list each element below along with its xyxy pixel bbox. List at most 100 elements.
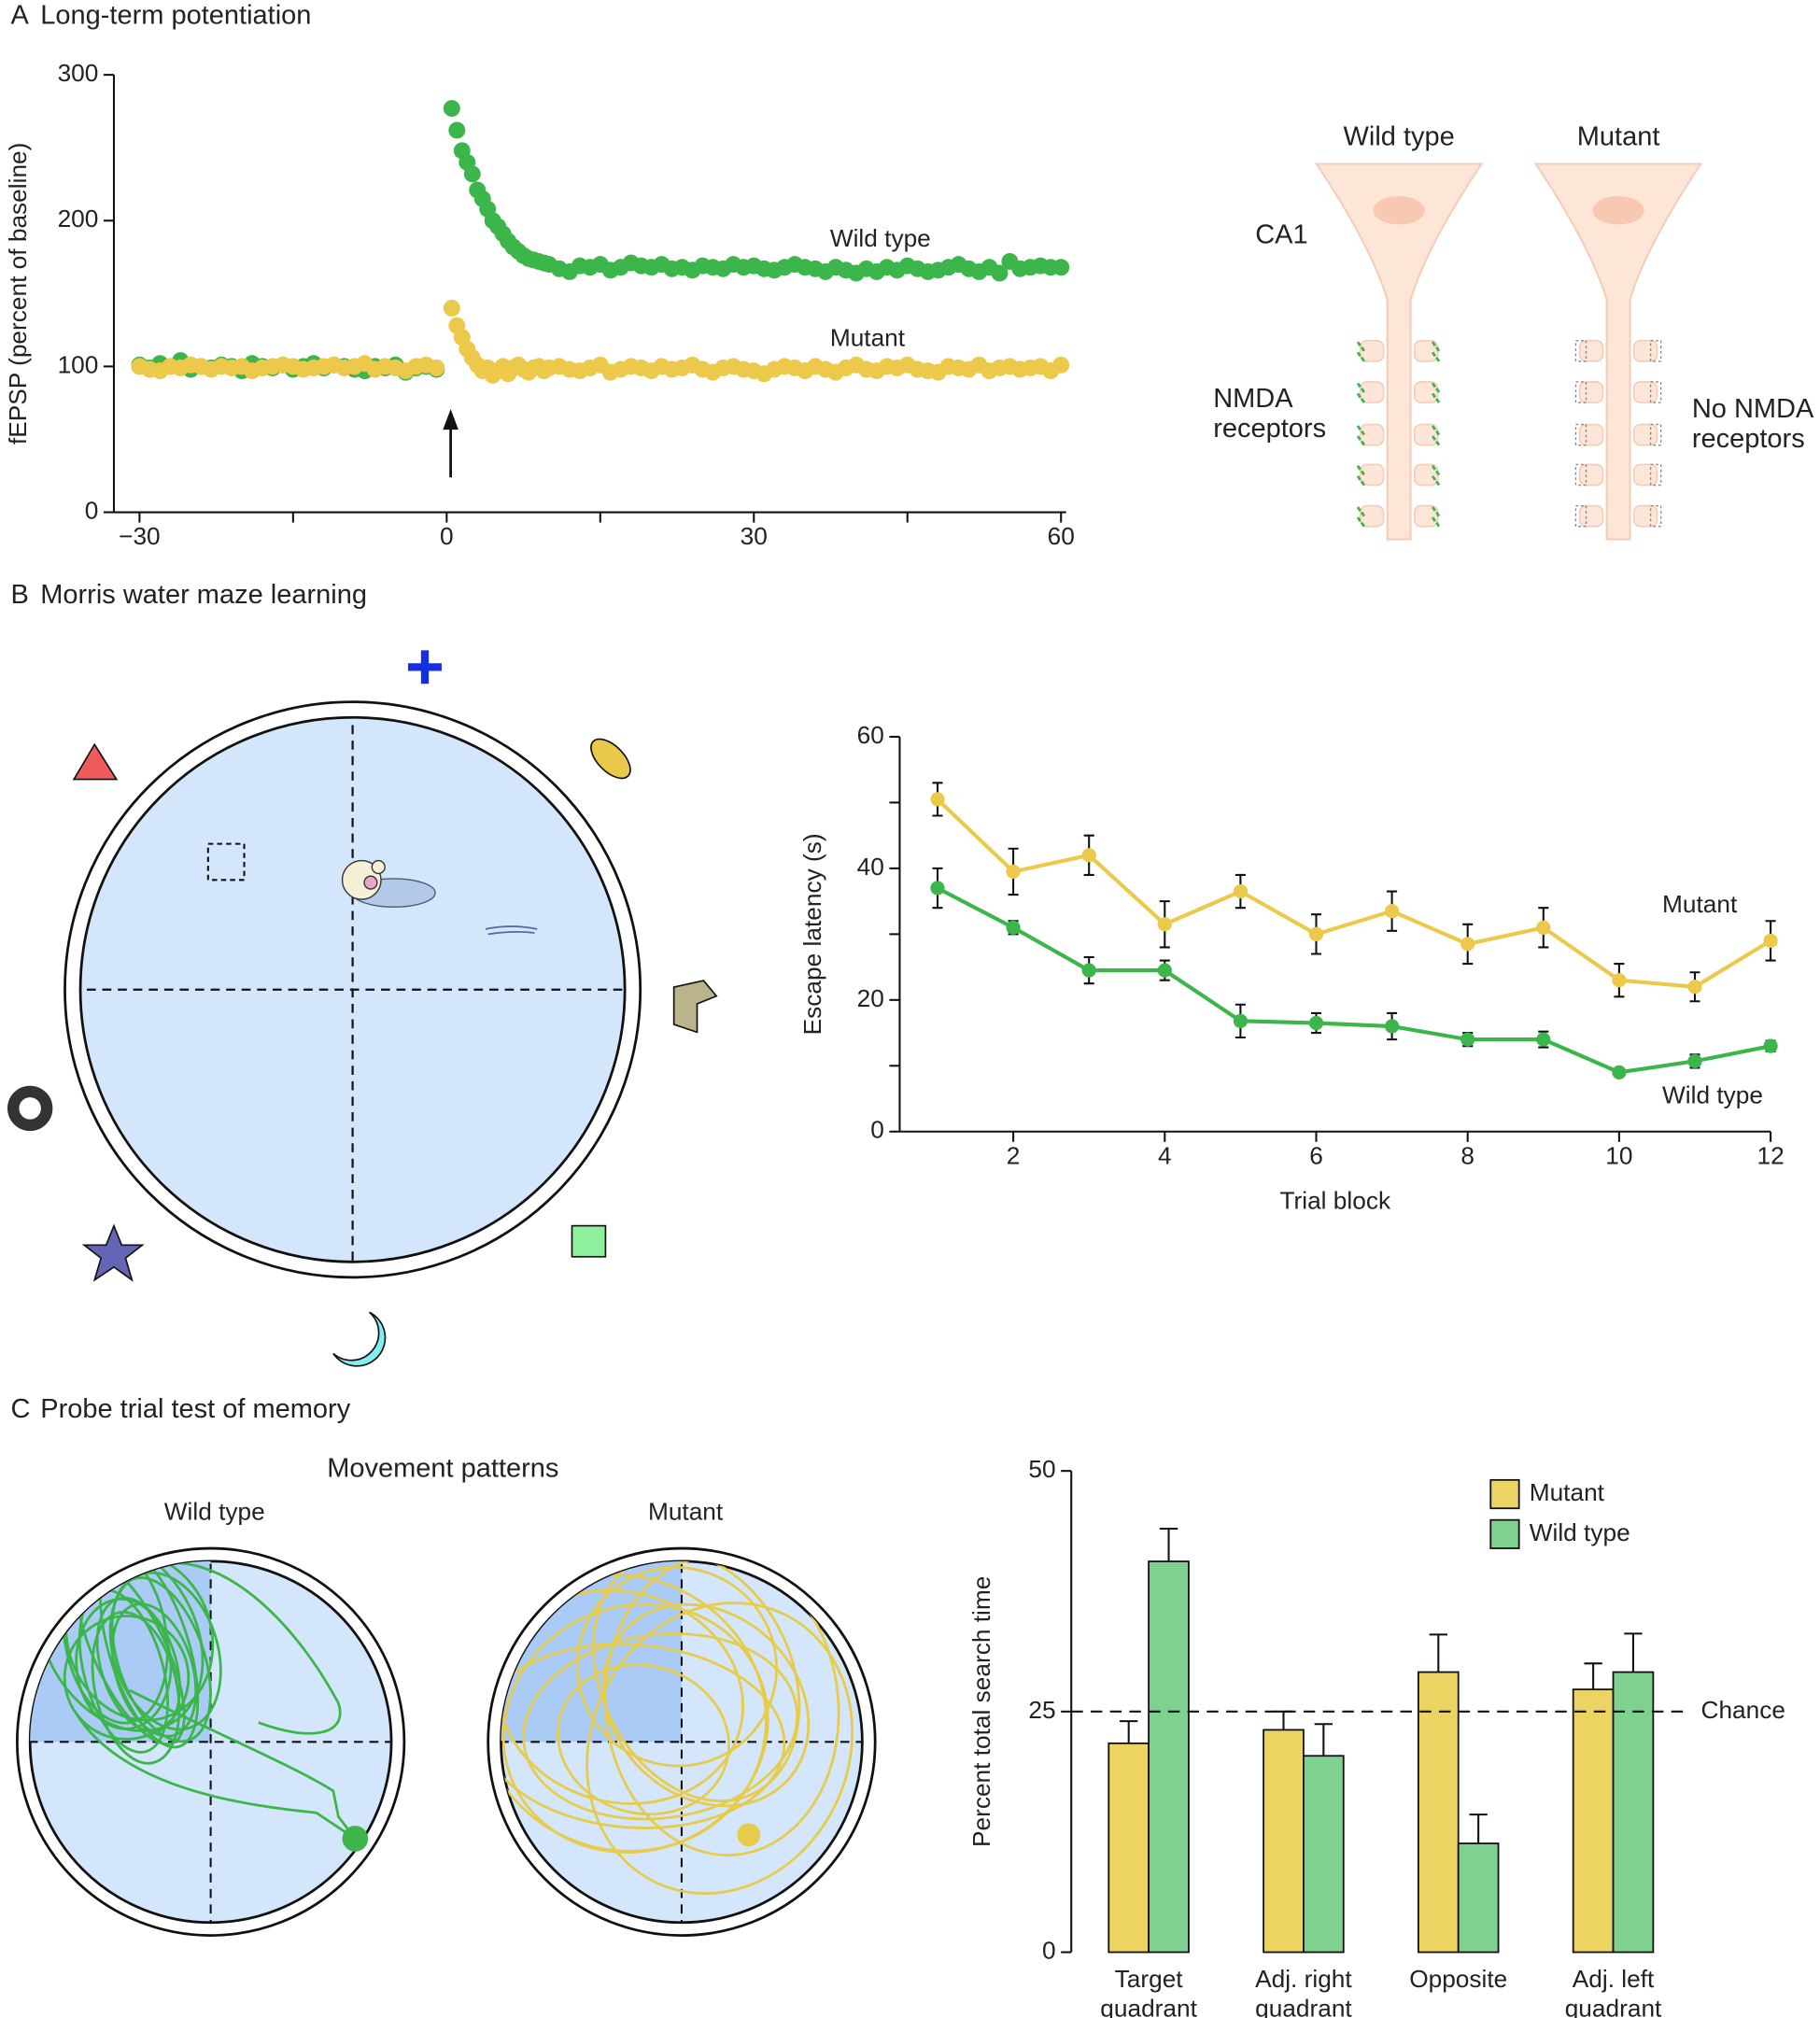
- error-bar: [1624, 1632, 1643, 1672]
- nmda-receptor: [1435, 398, 1441, 403]
- data-point: [1081, 963, 1096, 978]
- nmda-receptor: [1360, 521, 1366, 528]
- missing-receptor: [1649, 340, 1662, 362]
- swim-trace: [522, 1632, 799, 1821]
- missing-receptor: [1574, 381, 1587, 403]
- data-point: [1233, 1013, 1248, 1028]
- data-point: [1385, 1019, 1400, 1034]
- nmda-receptor: [1431, 506, 1437, 512]
- nmda-receptor: [1435, 356, 1441, 362]
- y-tick-label: 0: [870, 1116, 884, 1144]
- bar: [1417, 1671, 1460, 1954]
- y-axis-label: fEPSP (percent of baseline): [4, 143, 32, 445]
- y-axis-label: Percent total search time: [967, 1576, 995, 1847]
- nmda-receptor: [1356, 392, 1361, 399]
- data-point: [930, 792, 945, 807]
- data-point: [1308, 926, 1324, 941]
- x-tick-label: 4: [1158, 1141, 1172, 1169]
- nmda-receptor: [1431, 341, 1437, 347]
- series-line: [936, 797, 1772, 989]
- y-axis-label: Escape latency (s): [798, 833, 826, 1035]
- nmda-receptor: [1360, 388, 1366, 393]
- nmda-receptor: [1356, 425, 1361, 430]
- x-tick-label: quadrant: [1100, 1995, 1197, 2018]
- swim-trace: [575, 1566, 778, 1768]
- error-bar: [1469, 1813, 1488, 1844]
- missing-receptor: [1574, 504, 1587, 528]
- receptor-label: receptors: [1692, 424, 1805, 454]
- probe-heading: Movement patterns: [327, 1453, 558, 1483]
- bar: [1148, 1560, 1190, 1954]
- x-tick-label: 8: [1460, 1141, 1474, 1169]
- spine: [1359, 504, 1385, 528]
- trace-group: [36, 1560, 357, 1841]
- data-point: [1763, 933, 1778, 949]
- panel-title: Long-term potentiation: [40, 1, 311, 31]
- neuron-label: Mutant: [1577, 121, 1660, 151]
- panel-title: Morris water maze learning: [40, 580, 367, 610]
- swim-trace: [75, 1597, 173, 1730]
- panel-letter: B: [10, 580, 28, 610]
- nmda-receptor: [1435, 511, 1441, 517]
- nmda-receptor: [1360, 480, 1366, 487]
- neuron-body: [1533, 162, 1703, 541]
- neuron-diagram: [1314, 162, 1703, 541]
- legend-swatch: [1489, 1478, 1520, 1510]
- y-tick-label: 25: [1028, 1696, 1055, 1724]
- swim-trace: [603, 1560, 840, 1856]
- y-tick-label: 0: [85, 496, 99, 524]
- nmda-receptor: [1435, 480, 1441, 487]
- missing-receptor: [1574, 340, 1587, 362]
- legend-label: Mutant: [1530, 1478, 1605, 1506]
- stimulus-arrow: [443, 409, 459, 478]
- spine: [1359, 339, 1385, 362]
- swim-trace: [592, 1560, 801, 1802]
- receptor-label: No NMDA: [1692, 394, 1814, 424]
- bar: [1457, 1842, 1500, 1954]
- probe-label: Wild type: [164, 1498, 265, 1526]
- nmda-receptor: [1360, 511, 1366, 517]
- missing-receptor: [1649, 463, 1662, 487]
- swim-trace: [128, 1688, 357, 1840]
- y-tick-label: 0: [1042, 1936, 1056, 1964]
- panel-letter: A: [10, 1, 29, 31]
- error-bar: [1584, 1662, 1602, 1690]
- data-point: [1233, 883, 1248, 899]
- data-point: [1612, 1065, 1627, 1080]
- panel-letter: C: [10, 1394, 30, 1424]
- swim-trace: [144, 1561, 342, 1735]
- data-point: [1536, 1032, 1551, 1047]
- data-point: [991, 264, 1009, 282]
- nmda-receptor: [1435, 430, 1441, 436]
- legend-label: Wild type: [1530, 1518, 1630, 1546]
- nmda-receptor: [1431, 392, 1437, 399]
- spine: [1632, 463, 1658, 487]
- series-label: Mutant: [830, 323, 906, 351]
- bar: [1108, 1742, 1150, 1954]
- nmda-receptor: [1356, 382, 1361, 388]
- probe-label: Mutant: [648, 1498, 724, 1526]
- nmda-receptor: [1360, 346, 1366, 352]
- data-point: [1081, 848, 1096, 863]
- x-tick-label: Opposite: [1409, 1965, 1507, 1993]
- nmda-receptor: [1431, 382, 1437, 388]
- spine: [1578, 423, 1604, 446]
- nmda-receptor: [1360, 356, 1366, 362]
- probe-wild-type: [15, 1546, 406, 1937]
- x-tick-label: quadrant: [1565, 1995, 1662, 2018]
- nmda-receptor: [1356, 465, 1361, 471]
- missing-receptor: [1574, 463, 1587, 487]
- nmda-receptor: [1356, 475, 1361, 481]
- swim-trace: [62, 1560, 169, 1725]
- nmda-receptor: [1431, 351, 1437, 358]
- y-tick-label: 100: [58, 350, 99, 378]
- swim-trace: [557, 1663, 730, 1816]
- y-tick-label: 20: [857, 984, 884, 1012]
- spine: [1578, 339, 1604, 362]
- swim-trace: [77, 1715, 357, 1841]
- nmda-receptor: [1356, 506, 1361, 512]
- y-tick-label: 300: [58, 59, 99, 87]
- x-tick-label: −30: [119, 522, 161, 550]
- spine: [1359, 423, 1385, 446]
